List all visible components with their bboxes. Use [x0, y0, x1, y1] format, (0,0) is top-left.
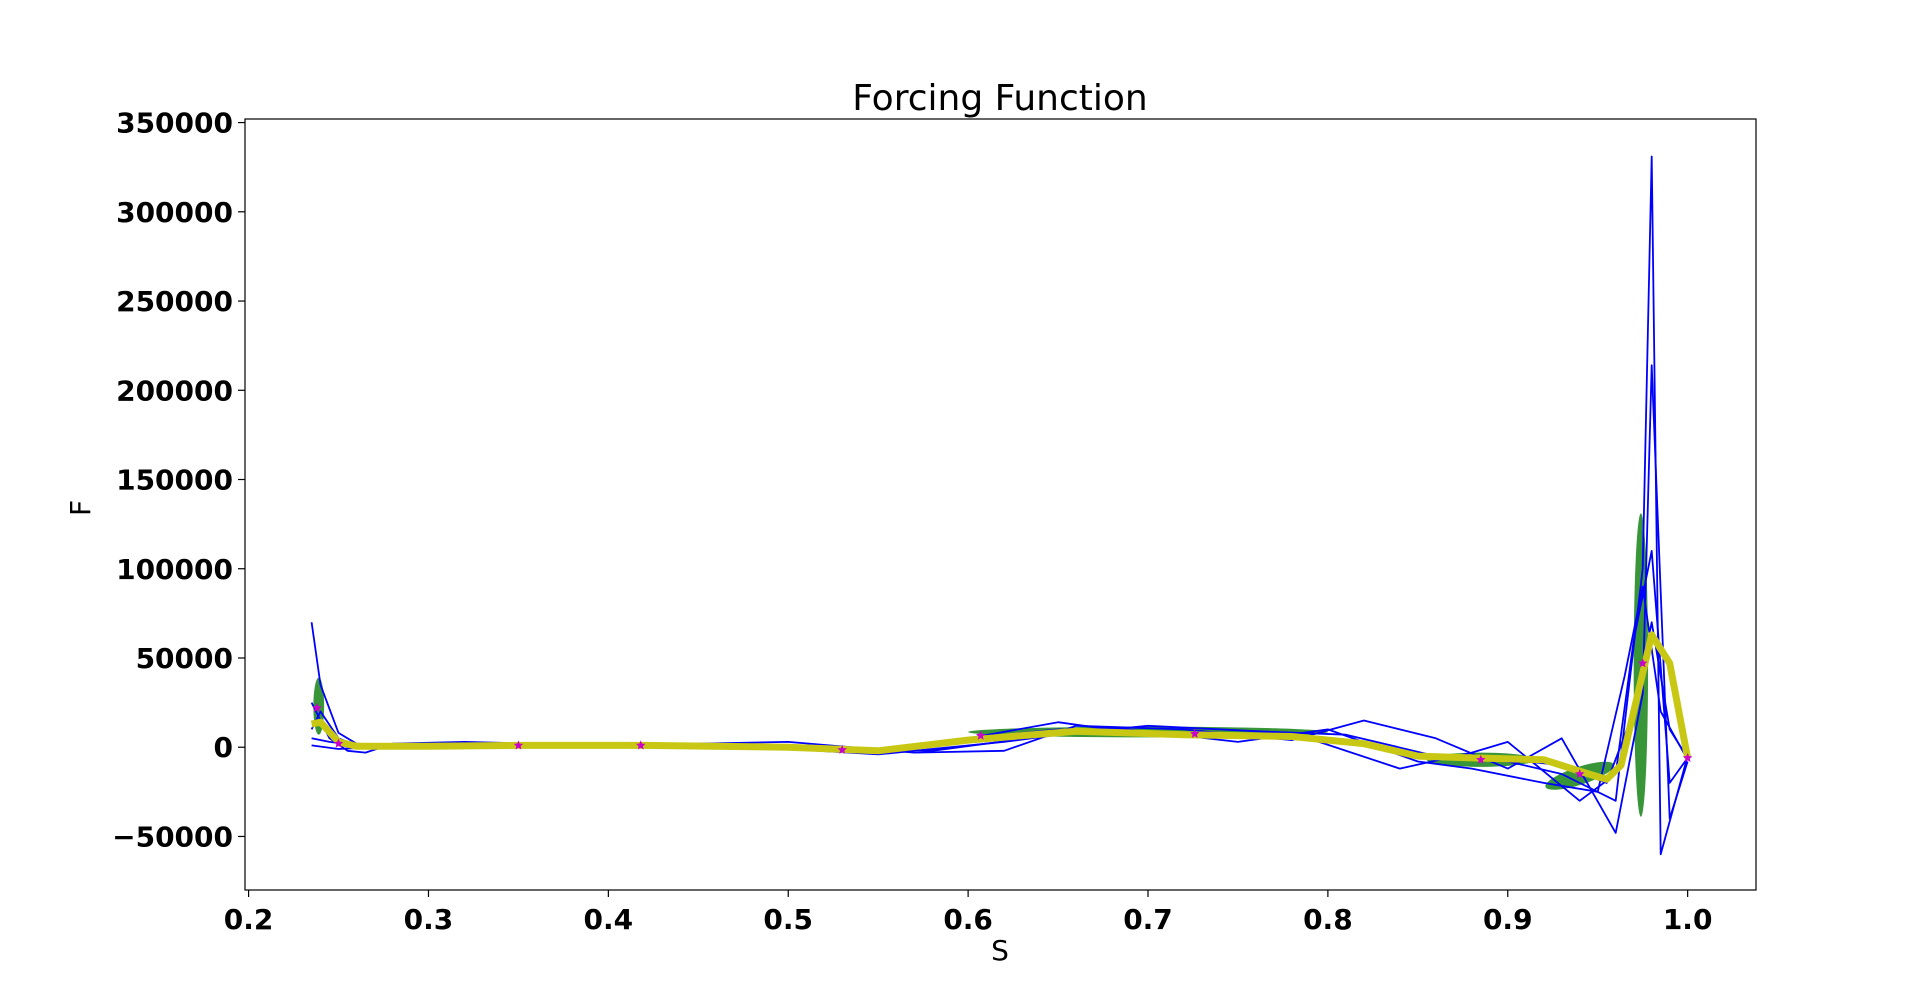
y-tick-label-4: 150000 [116, 464, 233, 497]
x-tick-label-6: 0.8 [1303, 903, 1353, 936]
data-point-10 [1682, 752, 1693, 762]
y-tick-label-6: 250000 [116, 285, 233, 318]
y-tick-label-2: 50000 [136, 642, 233, 675]
mean-line [310, 631, 1692, 783]
data-point-2 [513, 740, 524, 750]
y-tick-label-1: 0 [214, 731, 233, 764]
y-axis: −50000 0 50000 100000 150000 200000 250000 3000… [112, 107, 245, 853]
x-axis-label: S [991, 934, 1009, 967]
data-point-6 [1190, 728, 1200, 738]
plot-frame [244, 118, 1757, 891]
y-tick-label-3: 100000 [116, 553, 233, 586]
x-tick-label-1: 0.3 [404, 903, 454, 936]
x-tick-label-7: 0.9 [1483, 903, 1533, 936]
y-tick-label-8: 350000 [116, 107, 233, 140]
data-point-4 [837, 744, 847, 754]
data-point-7 [1476, 754, 1486, 764]
y-tick-label-5: 200000 [116, 374, 233, 407]
y-axis-label: F [64, 500, 97, 516]
data-point-1 [333, 738, 344, 748]
x-tick-label-3: 0.5 [763, 903, 813, 936]
x-tick-label-0: 0.2 [224, 903, 274, 936]
x-tick-label-5: 0.7 [1123, 903, 1173, 936]
plot-area [310, 155, 1693, 856]
x-axis: 0.2 0.3 0.4 0.5 0.6 0.7 0.8 0.9 1.0 [224, 890, 1713, 936]
y-tick-label-0: −50000 [112, 820, 233, 853]
y-tick-label-7: 300000 [116, 196, 233, 229]
data-point-5 [976, 730, 986, 740]
x-tick-label-4: 0.6 [943, 903, 993, 936]
data-point-9 [1637, 658, 1648, 668]
data-point-3 [636, 740, 646, 750]
x-tick-label-8: 1.0 [1663, 903, 1713, 936]
data-point-0 [312, 703, 322, 712]
chart-title: Forcing Function [852, 78, 1148, 119]
x-tick-label-2: 0.4 [584, 903, 634, 936]
data-point-8 [1575, 769, 1585, 778]
